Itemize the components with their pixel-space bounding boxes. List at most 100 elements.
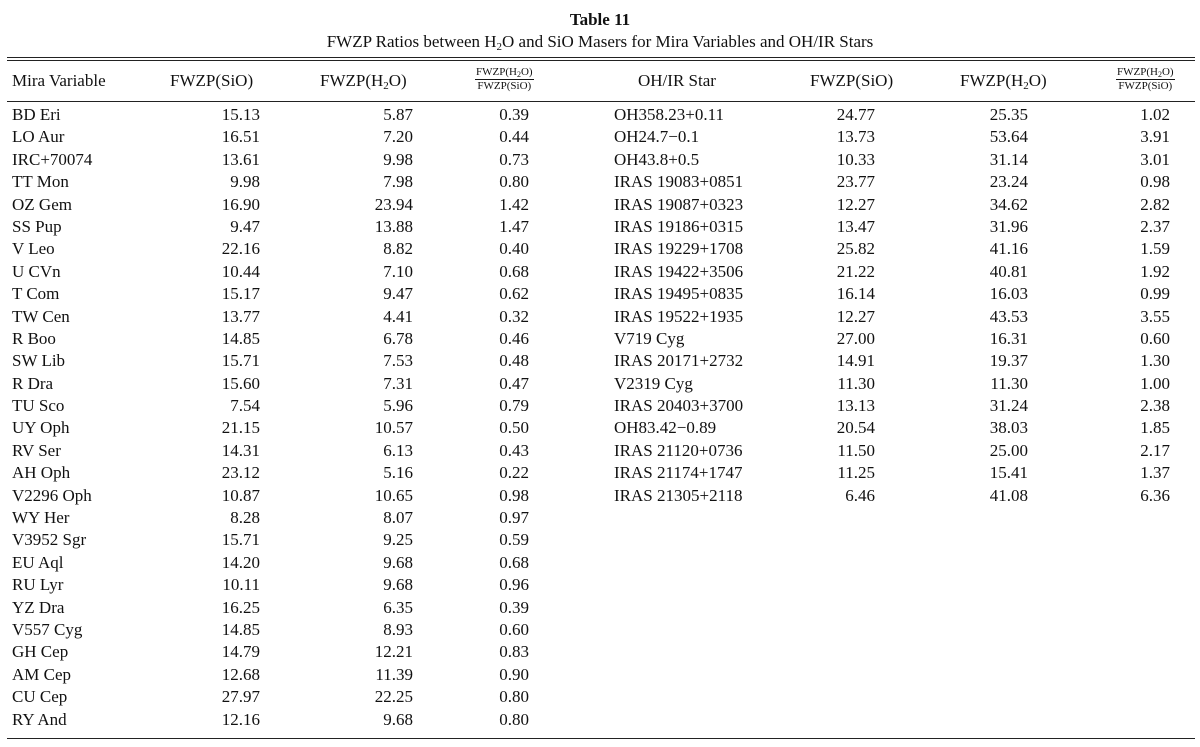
ohir-fwzp-sio-value: 11.30 bbox=[837, 373, 875, 393]
ohir-star-name: OH24.7−0.1 bbox=[614, 127, 700, 147]
ohir-fwzp-h2o-value: 11.30 bbox=[990, 373, 1028, 393]
num-part: O) bbox=[520, 66, 533, 78]
ratio-numerator: FWZP(H2O) bbox=[1116, 66, 1175, 80]
mira-fwzp-sio-value: 7.54 bbox=[230, 396, 260, 416]
ratio-denominator: FWZP(SiO) bbox=[477, 80, 532, 92]
table-row: OZ Gem 16.90 23.94 1.42 IRAS 19087+0323 12.27… bbox=[0, 194, 1200, 216]
ohir-star-name: IRAS 19229+1708 bbox=[614, 239, 744, 259]
table-row: R Boo 14.85 6.78 0.46 V719 Cyg 27.00 16.31 0.60 bbox=[0, 328, 1200, 350]
mira-star-name: GH Cep bbox=[12, 642, 69, 662]
mira-fwzp-sio-value: 10.11 bbox=[222, 575, 260, 595]
mira-ratio-value: 0.50 bbox=[499, 418, 529, 438]
mira-star-name: V2296 Oph bbox=[12, 485, 92, 505]
mira-fwzp-sio-value: 16.51 bbox=[221, 127, 260, 147]
ohir-star-name: OH358.23+0.11 bbox=[614, 105, 725, 124]
mira-fwzp-h2o-value: 8.07 bbox=[383, 508, 413, 528]
mira-fwzp-sio-value: 13.77 bbox=[221, 306, 260, 326]
mira-fwzp-sio-value: 9.98 bbox=[230, 172, 260, 192]
ohir-star-name: V2319 Cyg bbox=[614, 373, 693, 393]
num-part: FWZP(H bbox=[1117, 66, 1158, 78]
ohir-fwzp-sio-value: 11.25 bbox=[837, 463, 875, 483]
mira-fwzp-h2o-value: 10.57 bbox=[374, 418, 413, 438]
table-row: IRC+70074 13.61 9.98 0.73 OH43.8+0.5 10.33 31.… bbox=[0, 149, 1200, 171]
ohir-ratio-value: 3.01 bbox=[1140, 149, 1170, 169]
mira-fwzp-h2o-value: 5.87 bbox=[383, 105, 413, 124]
mira-fwzp-h2o-value: 4.41 bbox=[383, 306, 413, 326]
header-ohir-star: OH/IR Star bbox=[638, 71, 716, 90]
ohir-fwzp-h2o-value: 41.16 bbox=[989, 239, 1028, 259]
ohir-ratio-value: 1.30 bbox=[1140, 351, 1170, 371]
mira-ratio-value: 0.59 bbox=[499, 530, 529, 550]
table-row: SS Pup 9.47 13.88 1.47 IRAS 19186+0315 13.47 3… bbox=[0, 216, 1200, 238]
ohir-fwzp-h2o-value: 31.96 bbox=[989, 216, 1028, 236]
mira-star-name: LO Aur bbox=[12, 127, 65, 147]
mira-star-name: TU Sco bbox=[12, 396, 65, 416]
mira-ratio-value: 0.68 bbox=[499, 552, 529, 572]
table-row: SW Lib 15.71 7.53 0.48 IRAS 20171+2732 14.91 1… bbox=[0, 350, 1200, 372]
ohir-fwzp-sio-value: 6.46 bbox=[845, 485, 875, 505]
ohir-fwzp-h2o-value: 40.81 bbox=[989, 261, 1028, 281]
num-subscript: 2 bbox=[1157, 70, 1162, 79]
ohir-fwzp-sio-value: 11.50 bbox=[837, 440, 875, 460]
table-row: BD Eri 15.13 5.87 0.39 OH358.23+0.11 24.77 25.… bbox=[0, 104, 1200, 126]
mira-fwzp-sio-value: 21.15 bbox=[221, 418, 260, 438]
ratio-numerator: FWZP(H2O) bbox=[475, 66, 534, 80]
h2o-part: O) bbox=[388, 71, 407, 90]
mira-ratio-value: 0.39 bbox=[499, 597, 529, 617]
ohir-fwzp-sio-value: 25.82 bbox=[836, 239, 875, 259]
ohir-ratio-value: 2.17 bbox=[1140, 440, 1170, 460]
mira-star-name: OZ Gem bbox=[12, 194, 72, 214]
table-row: V Leo 22.16 8.82 0.40 IRAS 19229+1708 25.82 41… bbox=[0, 238, 1200, 260]
mira-fwzp-h2o-value: 9.68 bbox=[383, 552, 413, 572]
table-header: Mira Variable FWZP(SiO) FWZP(H2O) FWZP(H… bbox=[0, 61, 1200, 101]
ohir-ratio-value: 3.55 bbox=[1140, 306, 1170, 326]
table-body: BD Eri 15.13 5.87 0.39 OH358.23+0.11 24.77 25.… bbox=[0, 104, 1200, 731]
table-row: V557 Cyg 14.85 8.93 0.60 bbox=[0, 619, 1200, 641]
mira-fwzp-h2o-value: 9.47 bbox=[383, 284, 413, 304]
ohir-ratio-value: 6.36 bbox=[1140, 485, 1170, 505]
ohir-ratio-value: 1.59 bbox=[1140, 239, 1170, 259]
ohir-fwzp-sio-value: 27.00 bbox=[836, 328, 875, 348]
mira-fwzp-h2o-value: 5.16 bbox=[383, 463, 413, 483]
mira-star-name: T Com bbox=[12, 284, 60, 304]
mira-ratio-value: 1.47 bbox=[499, 216, 529, 236]
mira-fwzp-h2o-value: 7.10 bbox=[383, 261, 413, 281]
mira-ratio-value: 0.80 bbox=[499, 709, 529, 729]
bottom-rule bbox=[7, 738, 1195, 739]
ohir-fwzp-sio-value: 24.77 bbox=[836, 105, 875, 124]
mira-fwzp-h2o-value: 22.25 bbox=[374, 687, 413, 707]
top-rule-double bbox=[7, 60, 1195, 61]
ohir-star-name: OH43.8+0.5 bbox=[614, 149, 700, 169]
mira-star-name: RU Lyr bbox=[12, 575, 64, 595]
mira-fwzp-h2o-value: 8.93 bbox=[383, 619, 413, 639]
mira-fwzp-sio-value: 10.44 bbox=[221, 261, 260, 281]
ohir-fwzp-sio-value: 20.54 bbox=[836, 418, 875, 438]
mira-ratio-value: 0.60 bbox=[499, 619, 529, 639]
mira-fwzp-h2o-value: 6.35 bbox=[383, 597, 413, 617]
ohir-fwzp-h2o-value: 25.35 bbox=[989, 105, 1028, 124]
table-row: UY Oph 21.15 10.57 0.50 OH83.42−0.89 20.54 38.… bbox=[0, 417, 1200, 439]
ohir-ratio-value: 1.85 bbox=[1140, 418, 1170, 438]
mira-star-name: R Boo bbox=[12, 328, 56, 348]
ohir-star-name: IRAS 19186+0315 bbox=[614, 216, 744, 236]
mira-star-name: V557 Cyg bbox=[12, 619, 83, 639]
h2o-part: FWZP(H bbox=[320, 71, 384, 90]
mira-ratio-value: 0.80 bbox=[499, 687, 529, 707]
mira-star-name: UY Oph bbox=[12, 418, 70, 438]
mira-fwzp-sio-value: 16.90 bbox=[221, 194, 260, 214]
mira-fwzp-h2o-value: 6.78 bbox=[383, 328, 413, 348]
table-row: WY Her 8.28 8.07 0.97 bbox=[0, 507, 1200, 529]
mira-star-name: EU Aql bbox=[12, 552, 64, 572]
ohir-fwzp-h2o-value: 31.14 bbox=[989, 149, 1028, 169]
ohir-star-name: IRAS 20171+2732 bbox=[614, 351, 744, 371]
ohir-star-name: IRAS 19083+0851 bbox=[614, 172, 744, 192]
mira-fwzp-sio-value: 15.71 bbox=[221, 351, 260, 371]
mira-fwzp-h2o-value: 13.88 bbox=[374, 216, 413, 236]
mira-fwzp-h2o-value: 23.94 bbox=[374, 194, 413, 214]
ohir-star-name: OH83.42−0.89 bbox=[614, 418, 717, 438]
table-row: AH Oph 23.12 5.16 0.22 IRAS 21174+1747 11.25 1… bbox=[0, 462, 1200, 484]
table-row: CU Cep 27.97 22.25 0.80 bbox=[0, 686, 1200, 708]
ohir-star-name: IRAS 19495+0835 bbox=[614, 284, 744, 304]
mira-fwzp-sio-value: 27.97 bbox=[221, 687, 260, 707]
table-row: RV Ser 14.31 6.13 0.43 IRAS 21120+0736 11.50 2… bbox=[0, 440, 1200, 462]
